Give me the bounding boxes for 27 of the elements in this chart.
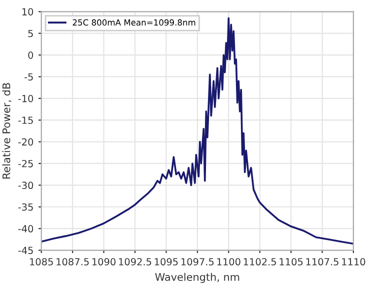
y-tick-label: 5 [28,30,33,38]
y-tick-label: -25 [18,160,33,168]
y-tick-label: -20 [18,138,34,146]
legend-label: 25C 800mA Mean=1099.8nm [72,19,196,26]
y-tick-label: -40 [18,225,34,232]
x-tick-label: 1097.5 [181,258,214,266]
y-tick-label: -35 [18,203,33,211]
y-tick-label: -30 [18,182,34,190]
x-tick-label: 1105 [280,258,303,266]
x-tick-label: 1100 [217,258,240,266]
x-tick-label: 1087.5 [56,258,89,266]
x-tick-label: 1110 [342,258,366,266]
x-tick-label: 1085 [30,258,53,266]
x-tick-label: 1090 [92,258,116,266]
x-tick-label: 1107.5 [306,258,338,266]
y-tick-label: -45 [18,246,33,254]
x-axis-title: Wavelength, nm [155,272,240,283]
y-tick-label: -10 [18,94,34,102]
x-tick-label: 1095 [154,258,178,266]
y-tick-label: -5 [24,73,33,81]
y-tick-label: -15 [18,116,33,124]
y-axis-title: Relative Power, dB [2,83,12,179]
y-tick-label: 0 [28,52,34,59]
y-tick-label: 10 [22,8,34,16]
line-series [41,17,354,245]
x-tick-label: 1092.5 [119,258,152,266]
x-tick-label: 1102.5 [244,258,276,266]
